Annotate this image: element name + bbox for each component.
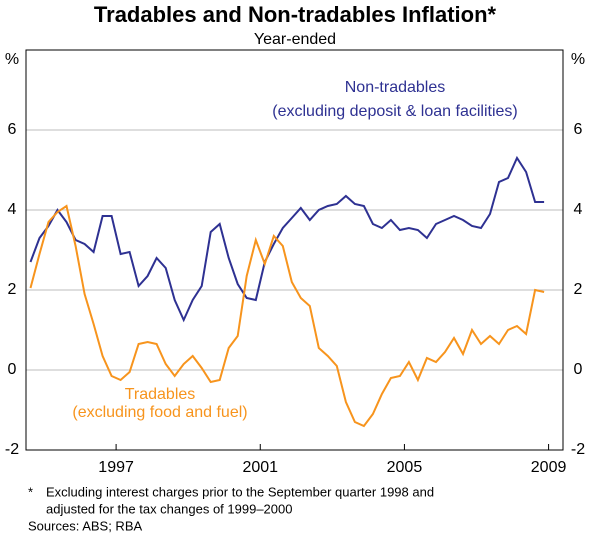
series-label: Non-tradables [345,79,446,96]
footnote-line: adjusted for the tax changes of 1999–200… [46,501,292,516]
series-note: (excluding deposit & loan facilities) [272,103,517,120]
y-tick-label: -2 [5,441,19,458]
plot-frame [25,49,564,451]
footnote-line: Excluding interest charges prior to the … [46,484,434,499]
y2-tick-label: 6 [574,121,583,138]
y2-unit: % [571,51,585,68]
y2-tick-label: 4 [574,201,583,218]
y2-tick-label: 2 [574,281,583,298]
series-label: Tradables [125,386,196,403]
chart-title: Tradables and Non-tradables Inflation* [94,2,497,27]
series-line [29,204,545,428]
y-tick-label: 4 [8,201,17,218]
y-unit: % [5,51,19,68]
x-tick-label: 1997 [98,459,134,476]
sources: Sources: ABS; RBA [28,518,142,533]
series-line [29,155,545,323]
y-tick-label: 0 [8,361,17,378]
y2-tick-label: -2 [571,441,585,458]
y-tick-label: 6 [8,121,17,138]
y-tick-label: 2 [8,281,17,298]
x-tick-label: 2009 [531,459,567,476]
footnote-mark: * [28,484,33,499]
x-tick-label: 2005 [387,459,423,476]
x-tick-label: 2001 [242,459,278,476]
chart-subtitle: Year-ended [254,31,336,48]
y2-tick-label: 0 [574,361,583,378]
series-note: (excluding food and fuel) [72,404,247,421]
